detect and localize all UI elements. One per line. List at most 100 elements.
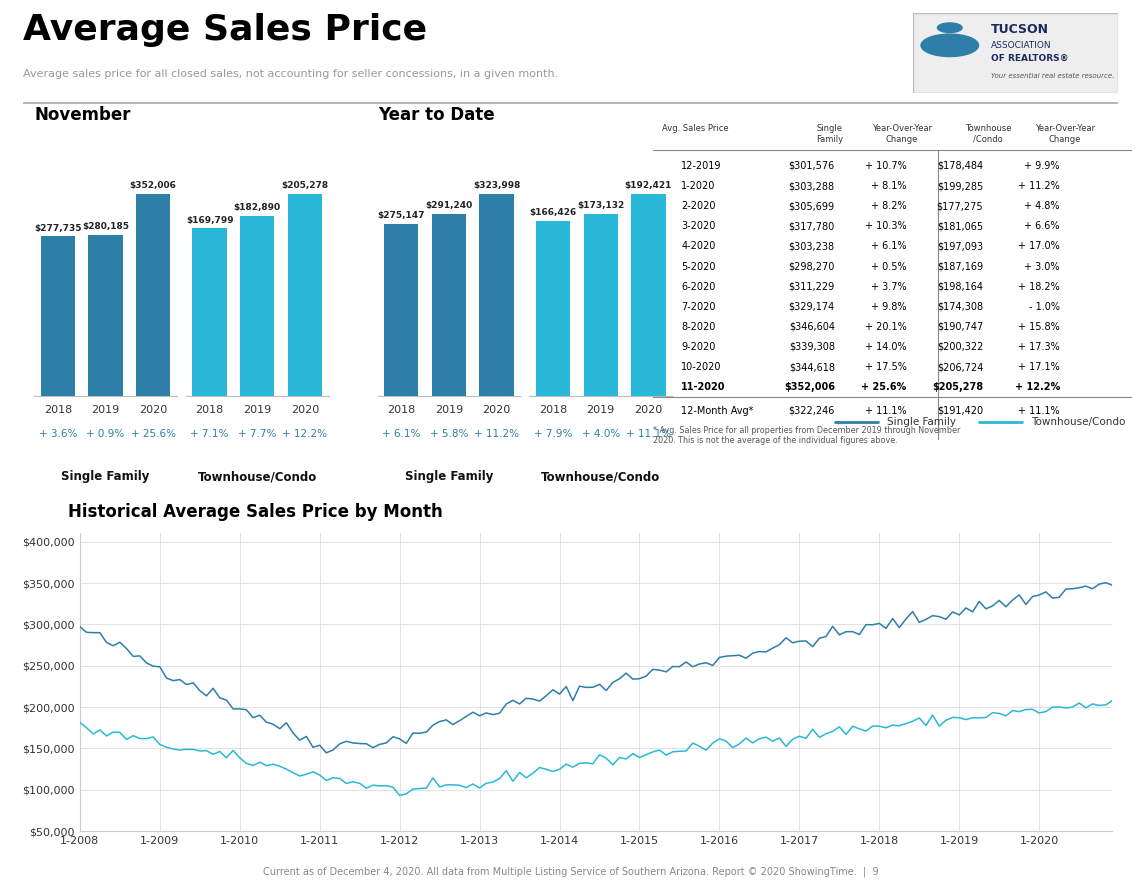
Text: 3-2020: 3-2020	[681, 221, 715, 231]
Text: 11-2020: 11-2020	[681, 382, 726, 392]
Circle shape	[921, 34, 979, 57]
Text: $192,421: $192,421	[625, 181, 672, 190]
Text: + 20.1%: + 20.1%	[865, 322, 907, 332]
Text: $277,735: $277,735	[34, 223, 82, 233]
Text: $323,998: $323,998	[474, 181, 520, 190]
Text: + 7.7%: + 7.7%	[238, 428, 276, 439]
Text: Single Family: Single Family	[62, 470, 149, 484]
Text: TUCSON: TUCSON	[990, 23, 1049, 36]
Text: Year-Over-Year
Change: Year-Over-Year Change	[872, 124, 932, 144]
Text: $322,246: $322,246	[788, 405, 835, 416]
Text: + 8.2%: + 8.2%	[871, 201, 907, 212]
Bar	[583, 214, 618, 396]
Text: Average sales price for all closed sales, not accounting for seller concessions,: Average sales price for all closed sales…	[23, 69, 558, 79]
Text: Year to Date: Year to Date	[378, 106, 494, 124]
Text: Single Family: Single Family	[405, 470, 493, 484]
Text: + 6.1%: + 6.1%	[382, 428, 421, 439]
Bar	[536, 220, 570, 396]
Text: + 3.6%: + 3.6%	[39, 428, 78, 439]
Text: $305,699: $305,699	[788, 201, 835, 212]
Text: $166,426: $166,426	[529, 208, 576, 217]
Text: + 10.7%: + 10.7%	[865, 161, 907, 171]
Text: + 0.5%: + 0.5%	[871, 261, 907, 271]
Text: Single
Family: Single Family	[817, 124, 843, 144]
Text: $181,065: $181,065	[937, 221, 984, 231]
Text: 10-2020: 10-2020	[681, 362, 722, 372]
Text: + 14.0%: + 14.0%	[865, 342, 907, 352]
Text: Townhouse/Condo: Townhouse/Condo	[541, 470, 661, 484]
Text: $200,322: $200,322	[937, 342, 984, 352]
Text: $291,240: $291,240	[426, 201, 472, 211]
Text: $344,618: $344,618	[788, 362, 835, 372]
Text: $190,747: $190,747	[937, 322, 984, 332]
Text: $317,780: $317,780	[788, 221, 835, 231]
Text: 8-2020: 8-2020	[681, 322, 715, 332]
Text: + 9.9%: + 9.9%	[1025, 161, 1060, 171]
Text: $169,799: $169,799	[186, 216, 234, 225]
Text: $346,604: $346,604	[788, 322, 835, 332]
Bar	[479, 194, 513, 396]
Text: $301,576: $301,576	[788, 161, 835, 171]
Bar	[193, 228, 227, 396]
Text: $177,275: $177,275	[937, 201, 984, 212]
Text: Townhouse
/Condo: Townhouse /Condo	[965, 124, 1011, 144]
Text: + 18.2%: + 18.2%	[1018, 282, 1060, 292]
Text: + 17.1%: + 17.1%	[1018, 362, 1060, 372]
Text: + 11.1%: + 11.1%	[1019, 405, 1060, 416]
Text: + 11.2%: + 11.2%	[475, 428, 519, 439]
Text: * Avg. Sales Price for all properties from December 2019 through November
2020. : * Avg. Sales Price for all properties fr…	[653, 426, 960, 445]
Text: + 3.0%: + 3.0%	[1025, 261, 1060, 271]
Text: + 4.8%: + 4.8%	[1025, 201, 1060, 212]
Text: $205,278: $205,278	[932, 382, 984, 392]
Text: 12-2019: 12-2019	[681, 161, 722, 171]
Text: 7-2020: 7-2020	[681, 301, 715, 312]
Text: OF REALTORS®: OF REALTORS®	[990, 53, 1068, 62]
Text: + 11.1%: + 11.1%	[626, 428, 671, 439]
Text: + 8.1%: + 8.1%	[871, 181, 907, 191]
Text: $178,484: $178,484	[937, 161, 984, 171]
Circle shape	[938, 23, 962, 33]
Text: 1-2020: 1-2020	[681, 181, 715, 191]
Text: Avg. Sales Price: Avg. Sales Price	[663, 124, 729, 132]
Text: + 10.3%: + 10.3%	[865, 221, 907, 231]
Text: 4-2020: 4-2020	[681, 242, 715, 252]
Bar	[240, 216, 275, 396]
Text: $311,229: $311,229	[788, 282, 835, 292]
Bar	[631, 194, 665, 396]
Text: + 6.1%: + 6.1%	[871, 242, 907, 252]
Text: 2-2020: 2-2020	[681, 201, 715, 212]
Bar	[385, 224, 419, 396]
Text: + 25.6%: + 25.6%	[861, 382, 907, 392]
Text: $206,724: $206,724	[937, 362, 984, 372]
Text: 6-2020: 6-2020	[681, 282, 715, 292]
Text: $352,006: $352,006	[784, 382, 835, 392]
Text: 9-2020: 9-2020	[681, 342, 715, 352]
Text: $182,890: $182,890	[234, 203, 281, 212]
Text: ASSOCIATION: ASSOCIATION	[990, 41, 1052, 50]
Text: $199,285: $199,285	[937, 181, 984, 191]
Text: Single Family: Single Family	[888, 417, 956, 428]
Text: $275,147: $275,147	[378, 212, 426, 220]
Text: $187,169: $187,169	[937, 261, 984, 271]
Text: November: November	[34, 106, 131, 124]
Text: 5-2020: 5-2020	[681, 261, 715, 271]
Text: + 25.6%: + 25.6%	[131, 428, 176, 439]
Text: $303,288: $303,288	[788, 181, 835, 191]
Text: Townhouse/Condo: Townhouse/Condo	[197, 470, 317, 484]
Text: - 1.0%: - 1.0%	[1029, 301, 1060, 312]
Text: $191,420: $191,420	[937, 405, 984, 416]
Text: $173,132: $173,132	[577, 201, 624, 210]
Text: $197,093: $197,093	[937, 242, 984, 252]
Text: $298,270: $298,270	[788, 261, 835, 271]
Text: $198,164: $198,164	[937, 282, 984, 292]
Text: $339,308: $339,308	[788, 342, 835, 352]
Text: + 7.9%: + 7.9%	[534, 428, 573, 439]
Text: $280,185: $280,185	[82, 222, 129, 231]
Text: + 17.5%: + 17.5%	[865, 362, 907, 372]
Text: Historical Average Sales Price by Month: Historical Average Sales Price by Month	[68, 503, 443, 521]
Text: + 15.8%: + 15.8%	[1018, 322, 1060, 332]
Text: + 9.8%: + 9.8%	[871, 301, 907, 312]
Text: $303,238: $303,238	[788, 242, 835, 252]
Text: Year-Over-Year
Change: Year-Over-Year Change	[1035, 124, 1095, 144]
Text: + 17.3%: + 17.3%	[1018, 342, 1060, 352]
